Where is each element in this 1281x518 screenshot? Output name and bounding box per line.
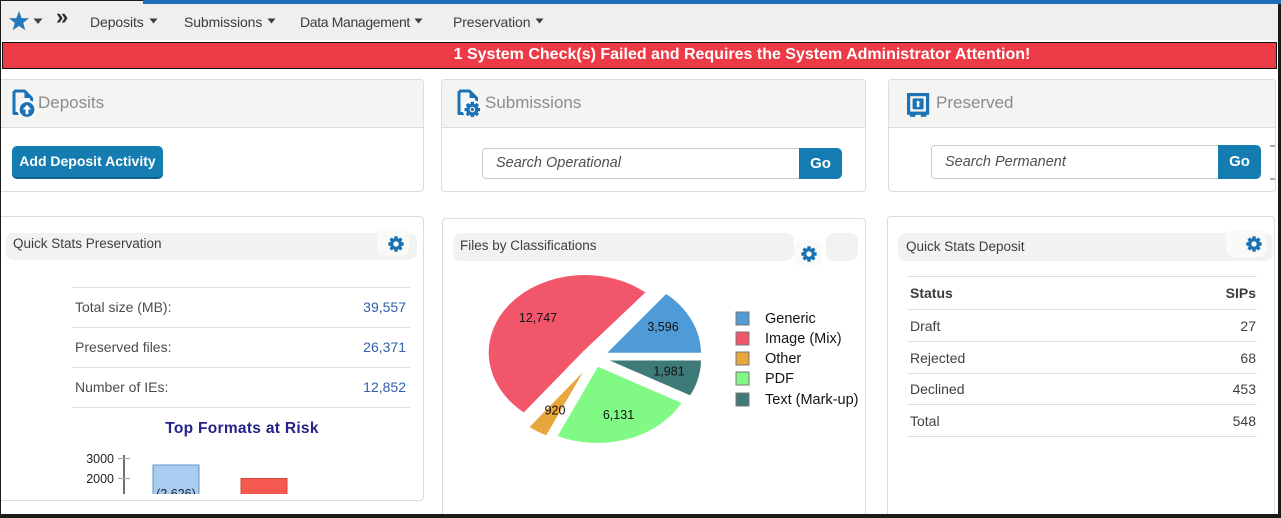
svg-text:1,981: 1,981 xyxy=(653,365,684,379)
svg-text:Text (Mark-up): Text (Mark-up) xyxy=(765,392,858,408)
svg-text:3,596: 3,596 xyxy=(647,320,678,334)
svg-text:Other: Other xyxy=(765,351,801,367)
svg-text:PDF: PDF xyxy=(765,371,794,387)
svg-text:2000: 2000 xyxy=(86,472,114,486)
svg-text:(2,626): (2,626) xyxy=(156,487,196,494)
svg-text:920: 920 xyxy=(545,404,566,418)
svg-text:Generic: Generic xyxy=(765,311,816,327)
svg-text:6,131: 6,131 xyxy=(603,408,634,422)
svg-text:3000: 3000 xyxy=(86,452,114,466)
svg-text:Image (Mix): Image (Mix) xyxy=(765,331,842,347)
svg-text:12,747: 12,747 xyxy=(519,311,557,325)
